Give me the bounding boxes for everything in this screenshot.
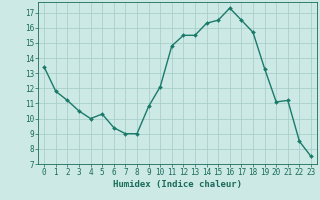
X-axis label: Humidex (Indice chaleur): Humidex (Indice chaleur) xyxy=(113,180,242,189)
